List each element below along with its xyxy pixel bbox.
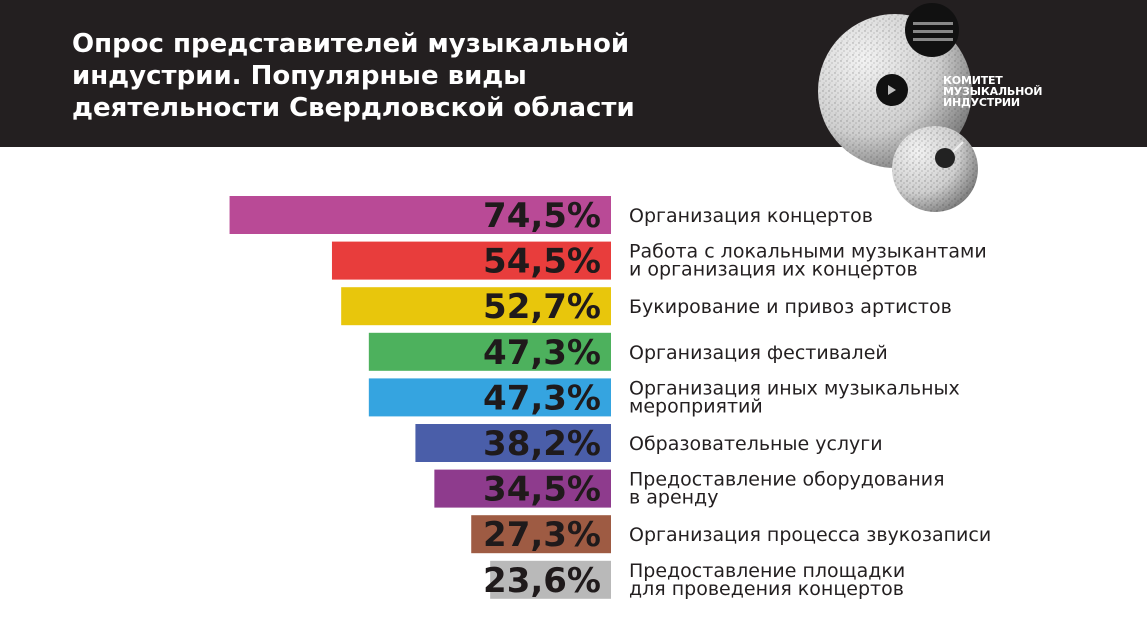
bar-5: [368, 378, 611, 417]
bar-3: [341, 287, 611, 326]
category-label-7: Предоставление оборудования в аренду: [629, 469, 945, 509]
title-line-2: индустрии. Популярные виды: [72, 61, 527, 91]
category-label-1: Организация концертов: [629, 205, 873, 227]
bar-value-label-3: 52,7%: [483, 287, 601, 327]
bar-2: [331, 241, 611, 280]
category-label-5: Организация иных музыкальных мероприятий: [629, 377, 960, 417]
title-line-3: деятельности Свердловской области: [72, 93, 635, 123]
bar-value-label-8: 27,3%: [483, 515, 601, 555]
bar-value-label-5: 47,3%: [483, 378, 601, 418]
category-label-6: Образовательные услуги: [629, 433, 883, 455]
bar-value-label-6: 38,2%: [483, 424, 601, 464]
bar-6: [415, 424, 611, 462]
bar-value-label-2: 54,5%: [483, 242, 601, 282]
category-label-8: Организация процесса звукозаписи: [629, 524, 991, 546]
bar-value-label-1: 74,5%: [483, 196, 601, 236]
vinyl-logo-graphic: [818, 3, 978, 212]
bar-7: [434, 469, 611, 508]
logo-line-3: ИНДУСТРИИ: [943, 96, 1020, 109]
category-label-4: Организация фестивалей: [629, 342, 888, 364]
logo-wordmark: КОМИТЕТ МУЗЫКАЛЬНОЙ ИНДУСТРИИ: [943, 75, 1042, 108]
logo-line-1: КОМИТЕТ: [943, 74, 1003, 87]
title-line-1: Опрос представителей музыкальной: [72, 29, 630, 59]
category-label-3: Букирование и привоз артистов: [629, 296, 952, 318]
bar-value-label-4: 47,3%: [483, 333, 601, 373]
bar-8: [471, 515, 611, 554]
bar-1: [229, 196, 611, 234]
bar-value-label-9: 23,6%: [483, 561, 601, 601]
category-label-9: Предоставление площадки для проведения ко…: [629, 560, 905, 600]
bar-value-label-7: 34,5%: [483, 470, 601, 510]
logo-line-2: МУЗЫКАЛЬНОЙ: [943, 85, 1043, 98]
category-label-2: Работа с локальными музыкантами и организ…: [629, 241, 987, 281]
bar-4: [368, 332, 611, 371]
bar-9: [490, 560, 611, 599]
chart-title: Опрос представителей музыкальной индустр…: [72, 28, 692, 124]
